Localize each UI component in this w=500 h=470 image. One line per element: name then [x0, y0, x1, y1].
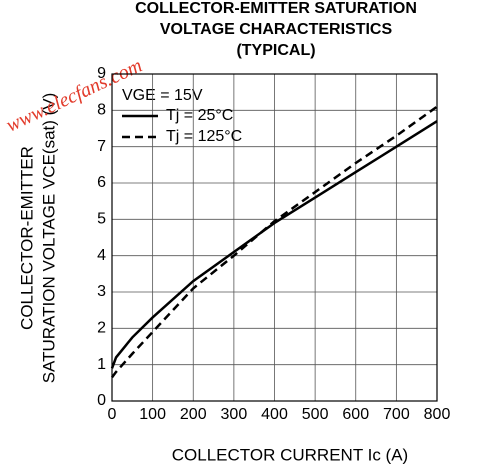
y-tick-label: 7	[97, 138, 106, 155]
chart-title: (TYPICAL)	[236, 42, 315, 59]
x-tick-label: 400	[261, 406, 288, 423]
legend-label: Tj = 25°C	[166, 107, 233, 124]
x-tick-label: 300	[221, 406, 248, 423]
x-tick-label: 600	[342, 406, 369, 423]
chart-title: VOLTAGE CHARACTERISTICS	[160, 21, 393, 38]
x-tick-label: 0	[108, 406, 117, 423]
x-tick-label: 200	[180, 406, 207, 423]
x-tick-label: 700	[383, 406, 410, 423]
line	[110, 120, 438, 369]
legend-label: Tj = 125°C	[166, 128, 242, 145]
x-tick-label: 800	[424, 406, 451, 423]
y-tick-label: 1	[97, 356, 106, 373]
line	[110, 105, 438, 379]
y-tick-label: 6	[97, 174, 106, 191]
x-tick-label: 500	[302, 406, 329, 423]
y-tick-label: 5	[97, 211, 106, 228]
plot-frame	[111, 73, 438, 402]
y-tick-label: 4	[97, 247, 106, 264]
x-tick-label: 100	[139, 406, 166, 423]
y-tick-label: 8	[97, 102, 106, 119]
y-axis-label: SATURATION VOLTAGE VCE(sat) (V)	[39, 93, 58, 384]
y-tick-label: 0	[97, 392, 106, 409]
y-axis-label: COLLECTOR-EMITTER	[17, 146, 36, 330]
y-tick-label: 2	[97, 320, 106, 337]
y-tick-label: 3	[97, 283, 106, 300]
chart-title: COLLECTOR-EMITTER SATURATION	[135, 0, 417, 17]
annotation: VGE = 15V	[122, 87, 203, 104]
x-axis-label: COLLECTOR CURRENT Ic (A)	[172, 445, 408, 464]
y-tick-label: 9	[97, 65, 106, 82]
